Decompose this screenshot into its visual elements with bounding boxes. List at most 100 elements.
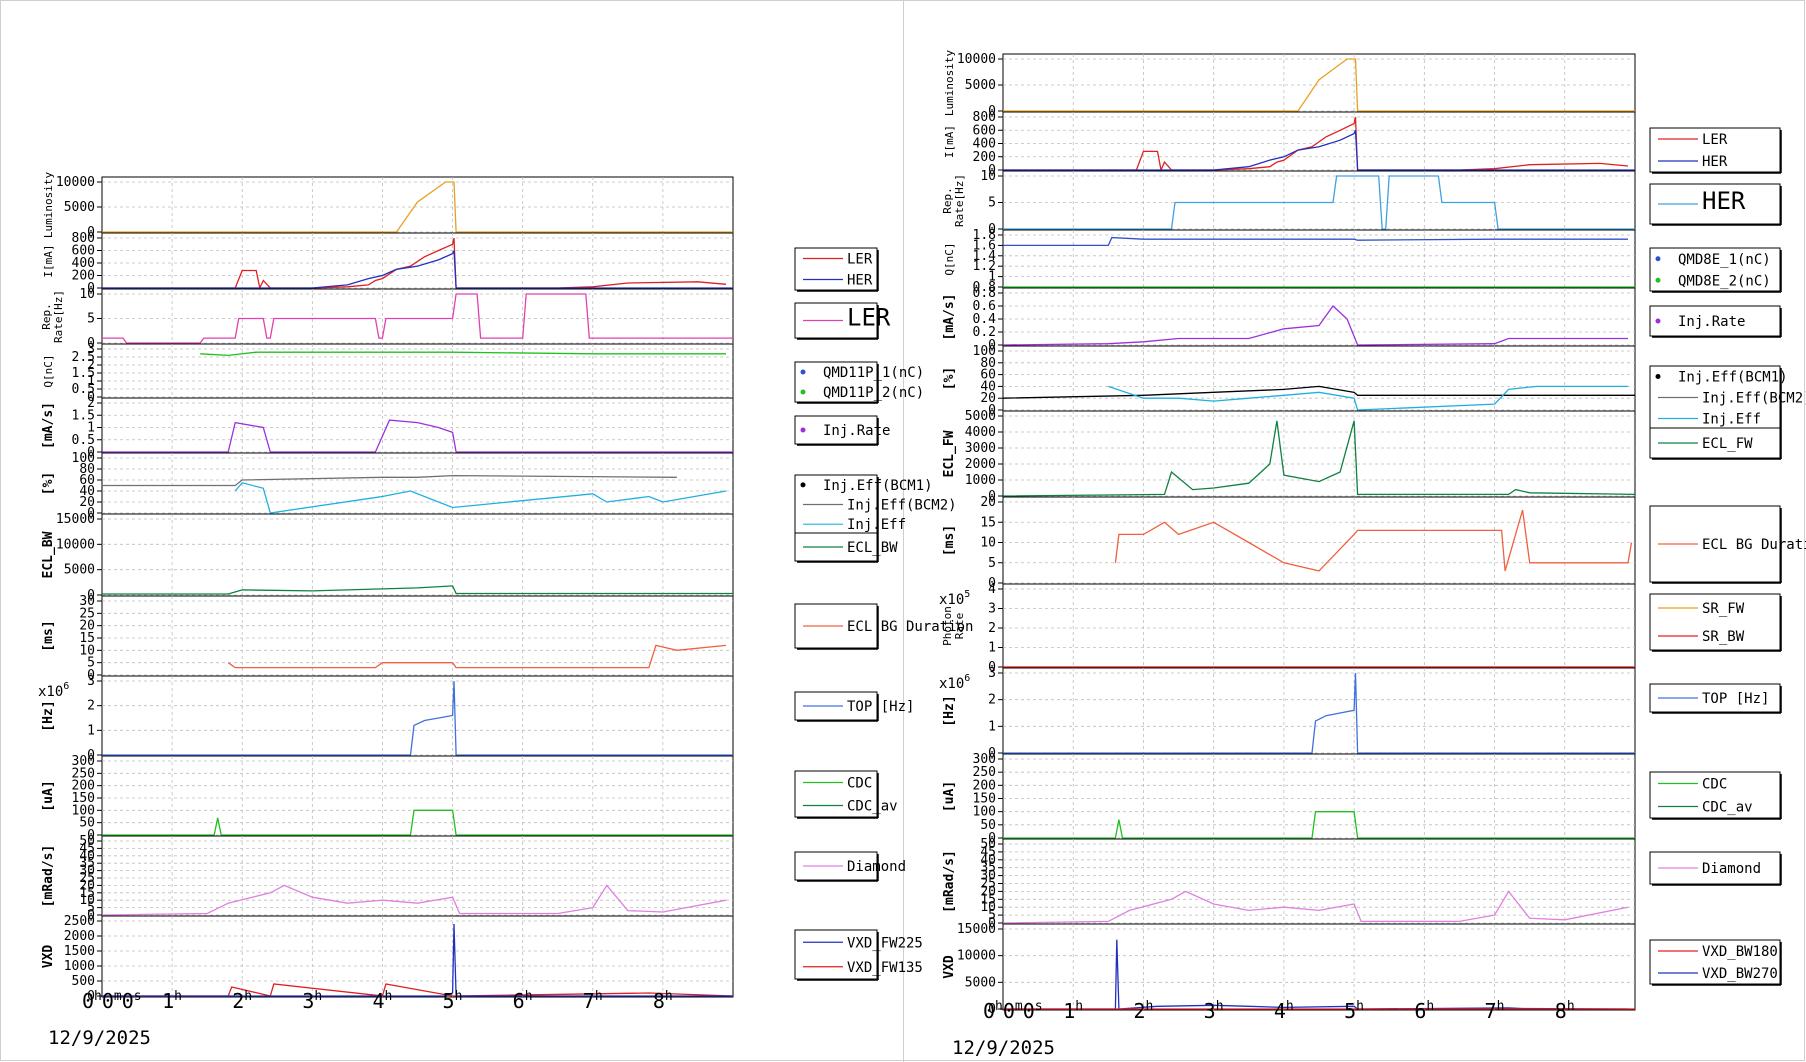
y-tick-label: 30 xyxy=(980,869,996,884)
y-axis-label: VXD xyxy=(942,955,957,979)
y-tick-label: 200 xyxy=(72,779,95,794)
y-tick-label: 3 xyxy=(87,342,95,357)
y-tick-label: 10000 xyxy=(56,537,95,552)
y-tick-label: 15 xyxy=(980,892,996,907)
legend-box xyxy=(1649,593,1781,651)
y-tick-label: 800 xyxy=(973,110,996,125)
axis-multiplier: x105 xyxy=(939,589,970,608)
time-tick-label: 0h0m0s xyxy=(983,999,1043,1023)
y-axis-label: Rate xyxy=(953,613,966,640)
y-axis-label: I[mA] xyxy=(42,244,55,277)
panel-lum: 10000 5000 0 Luminosity xyxy=(943,50,1636,119)
time-tick-part: 5 xyxy=(443,989,455,1013)
y-tick-label: 10000 xyxy=(957,949,996,964)
y-axis-label: [Hz] xyxy=(41,700,56,731)
time-tick-part: m xyxy=(114,989,122,1004)
series-inj-eff xyxy=(1108,385,1628,411)
y-tick-label: 0 xyxy=(988,489,996,504)
y-axis-label: Q[nC] xyxy=(42,354,55,387)
y-tick-label: 40 xyxy=(980,853,996,868)
legend-label: LER xyxy=(1702,132,1728,148)
y-tick-label: 20 xyxy=(980,884,996,899)
time-tick-part: 4 xyxy=(372,989,384,1013)
y-tick-label: 0 xyxy=(87,445,95,460)
y-tick-label: 600 xyxy=(973,123,996,138)
legend-label: CDC xyxy=(847,776,872,792)
y-tick-label: 0 xyxy=(87,989,95,1004)
time-tick-part: 1 xyxy=(1063,999,1075,1023)
time-tick-part: 3 xyxy=(302,989,314,1013)
legend-box xyxy=(1649,683,1781,713)
y-tick-label: 15 xyxy=(980,515,996,530)
axis-multiplier: x106 xyxy=(939,673,970,692)
time-tick-part: h xyxy=(94,989,102,1004)
legend-label: SR_FW xyxy=(1702,601,1745,617)
panel-lum: 10000 5000 0 Luminosity xyxy=(42,172,734,240)
series-vxd-fw225 xyxy=(102,923,733,997)
legend-label: HER xyxy=(1702,187,1746,215)
legend-q: QMD8E_1(nC) QMD8E_2(nC) xyxy=(1649,247,1782,293)
y-axis-label: [uA] xyxy=(942,781,957,812)
legend-marker xyxy=(800,427,806,433)
legend-marker xyxy=(800,369,806,375)
legend-label: QMD11P_2(nC) xyxy=(823,385,924,401)
time-tick-label: 1h xyxy=(162,989,182,1013)
y-tick-label: 200 xyxy=(72,269,95,284)
y-tick-label: 0 xyxy=(988,338,996,353)
time-tick-part: h xyxy=(665,989,673,1004)
y-tick-label: 50 xyxy=(980,818,996,833)
panel-frame xyxy=(1002,53,1636,113)
series-diamond xyxy=(101,884,727,916)
legend-label: Inj.Eff(BCM1) xyxy=(1678,370,1788,386)
legend-inj: Inj.Rate xyxy=(794,415,890,446)
legend-box xyxy=(794,929,878,980)
y-tick-label: 250 xyxy=(72,766,95,781)
y-axis-label: [mA/s] xyxy=(942,294,957,341)
y-tick-label: 1 xyxy=(87,723,95,738)
time-tick-label: 6h xyxy=(1414,999,1434,1023)
panel-rep: 10 5 0 Rep. Rate[Hz] HER xyxy=(941,169,1782,237)
y-tick-label: 2 xyxy=(87,396,95,411)
time-tick-label: 8h xyxy=(653,989,673,1013)
legend-box xyxy=(1649,771,1781,819)
y-tick-label: 100 xyxy=(973,344,996,359)
panel-rep: 10 5 0 Rep. Rate[Hz] LER xyxy=(40,287,891,351)
time-tick-label: 7h xyxy=(583,989,603,1013)
y-tick-label: 45 xyxy=(980,845,996,860)
series-inj-rate xyxy=(102,419,733,453)
legend-label: Diamond xyxy=(1702,861,1761,877)
y-tick-label: 0.6 xyxy=(973,299,996,314)
y-tick-label: 0 xyxy=(87,506,95,521)
legend-box xyxy=(1649,427,1781,459)
y-tick-label: 400 xyxy=(72,256,95,271)
time-tick-part: h xyxy=(384,989,392,1004)
legend-label: QMD8E_2(nC) xyxy=(1678,273,1771,289)
legend-label: LER xyxy=(847,304,891,332)
y-tick-label: 20 xyxy=(980,391,996,406)
y-tick-label: 1000 xyxy=(64,959,95,974)
time-tick-part: h xyxy=(525,989,533,1004)
legend-eff: Inj.Eff(BCM1) Inj.Eff(BCM2) Inj.Eff xyxy=(794,474,957,536)
panel-frame xyxy=(101,176,734,234)
y-tick-label: 2500 xyxy=(64,914,95,929)
series-qmd8e-1-nc- xyxy=(1003,236,1628,247)
y-tick-label: 200 xyxy=(973,150,996,165)
legend-marker xyxy=(1655,374,1661,379)
panel-frame xyxy=(1002,170,1636,231)
y-tick-label: 2 xyxy=(988,693,996,708)
series-inj-rate xyxy=(1002,305,1628,346)
y-tick-label: 2000 xyxy=(965,457,996,472)
legend-label: CDC xyxy=(1702,777,1727,793)
time-tick-part: s xyxy=(1035,999,1043,1014)
time-tick-part: m xyxy=(1015,999,1023,1014)
y-tick-label: 0 xyxy=(87,225,95,240)
legend-top: TOP [Hz] xyxy=(1649,683,1782,714)
series-rep-rate-ler xyxy=(102,293,733,344)
y-tick-label: 15000 xyxy=(957,922,996,937)
y-tick-label: 1000 xyxy=(965,473,996,488)
y-tick-label: 25 xyxy=(79,871,95,886)
